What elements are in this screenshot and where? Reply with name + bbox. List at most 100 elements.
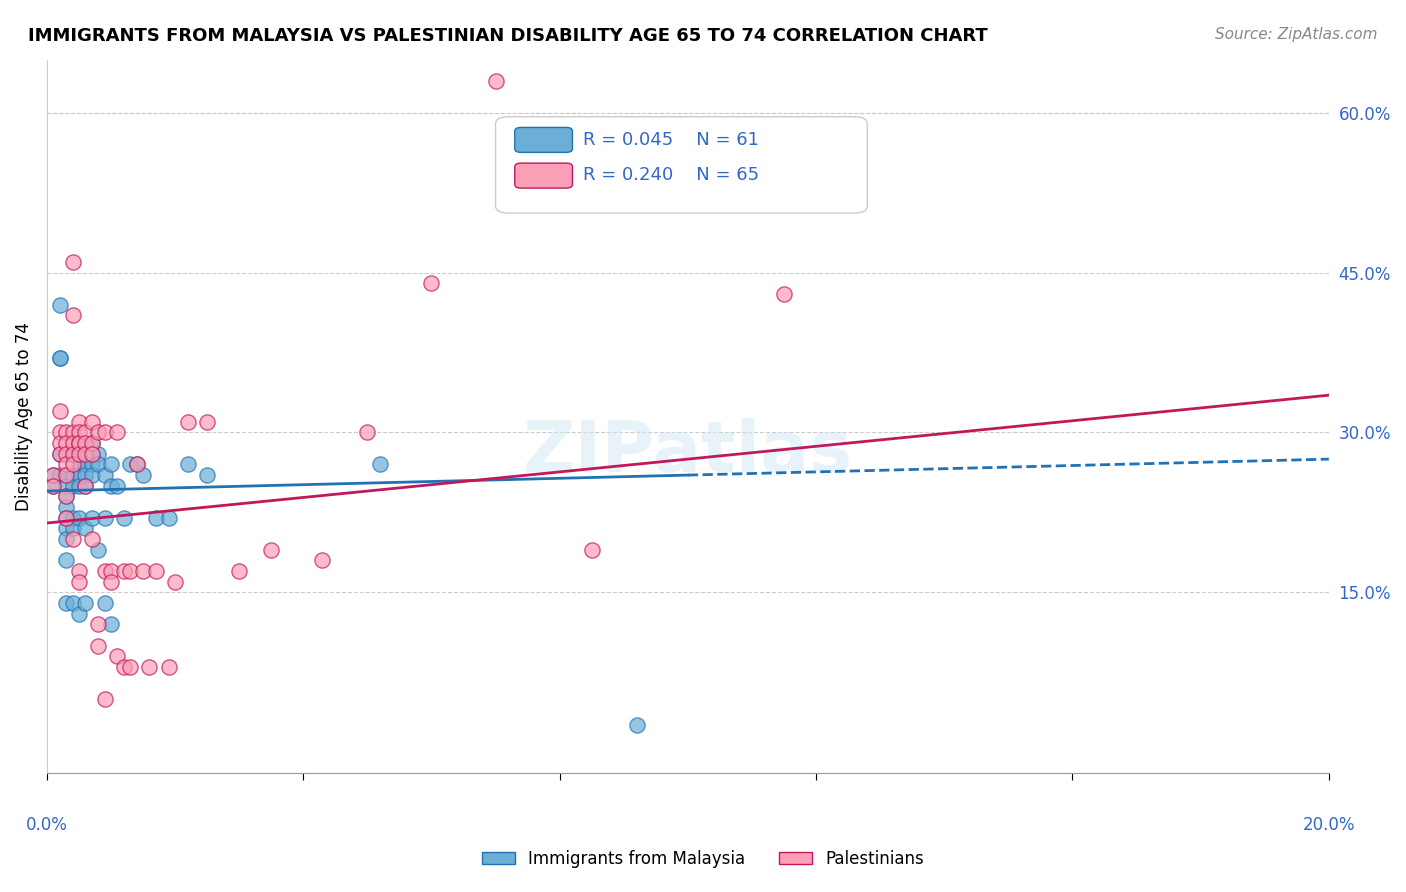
Point <box>260 542 283 557</box>
Point <box>75 479 97 493</box>
Point <box>87 458 110 472</box>
Point <box>75 521 97 535</box>
Point <box>80 532 103 546</box>
Point <box>145 564 167 578</box>
Point <box>93 425 115 440</box>
Point <box>62 479 84 493</box>
Point <box>145 510 167 524</box>
Point <box>484 74 506 88</box>
Point <box>195 468 218 483</box>
Point <box>62 596 84 610</box>
Point <box>67 415 90 429</box>
Point <box>165 574 187 589</box>
Point <box>48 351 70 365</box>
Point <box>55 490 77 504</box>
Point <box>138 660 160 674</box>
Point <box>75 458 97 472</box>
Point <box>62 436 84 450</box>
Point <box>67 436 90 450</box>
Point <box>48 468 70 483</box>
Point <box>55 510 77 524</box>
Point <box>62 308 84 322</box>
Text: IMMIGRANTS FROM MALAYSIA VS PALESTINIAN DISABILITY AGE 65 TO 74 CORRELATION CHAR: IMMIGRANTS FROM MALAYSIA VS PALESTINIAN … <box>28 27 988 45</box>
Point <box>195 415 218 429</box>
Point <box>93 596 115 610</box>
Point <box>105 425 128 440</box>
Point <box>80 415 103 429</box>
Point <box>62 521 84 535</box>
Point <box>100 564 122 578</box>
Point <box>67 468 90 483</box>
Point <box>80 458 103 472</box>
Point <box>67 458 90 472</box>
Text: 0.0%: 0.0% <box>25 816 67 834</box>
Point <box>62 255 84 269</box>
Point <box>87 542 110 557</box>
Point <box>62 468 84 483</box>
Point <box>55 521 77 535</box>
Point <box>773 287 796 301</box>
Point <box>100 479 122 493</box>
Point <box>112 510 135 524</box>
Point <box>75 447 97 461</box>
Point <box>80 447 103 461</box>
Point <box>100 458 122 472</box>
Point <box>120 564 142 578</box>
Point <box>48 447 70 461</box>
Point <box>48 298 70 312</box>
Point <box>228 564 250 578</box>
Point <box>157 510 180 524</box>
Point <box>48 447 70 461</box>
Point <box>67 574 90 589</box>
Point <box>67 425 90 440</box>
Legend: Immigrants from Malaysia, Palestinians: Immigrants from Malaysia, Palestinians <box>475 844 931 875</box>
Point <box>55 596 77 610</box>
Point <box>55 479 77 493</box>
Point <box>62 510 84 524</box>
Point <box>105 479 128 493</box>
Point <box>100 574 122 589</box>
Point <box>55 500 77 514</box>
Point <box>93 468 115 483</box>
Point <box>42 468 65 483</box>
Text: ZIPatlas: ZIPatlas <box>523 417 853 487</box>
Point <box>67 510 90 524</box>
Point <box>112 660 135 674</box>
FancyBboxPatch shape <box>495 117 868 213</box>
Point <box>67 436 90 450</box>
Point <box>80 510 103 524</box>
Point <box>177 458 200 472</box>
Point <box>55 532 77 546</box>
Point <box>75 458 97 472</box>
Point <box>55 553 77 567</box>
Point <box>112 564 135 578</box>
Point <box>62 447 84 461</box>
Point <box>356 425 378 440</box>
Point <box>93 691 115 706</box>
Point <box>62 447 84 461</box>
Point <box>157 660 180 674</box>
Point <box>42 468 65 483</box>
Point <box>80 468 103 483</box>
Point <box>87 617 110 632</box>
Point <box>80 436 103 450</box>
Point <box>62 458 84 472</box>
Point <box>55 436 77 450</box>
Point <box>75 425 97 440</box>
Point <box>80 436 103 450</box>
Text: 20.0%: 20.0% <box>1302 816 1355 834</box>
Point <box>87 639 110 653</box>
Point <box>67 607 90 621</box>
Point <box>105 649 128 664</box>
Point <box>311 553 333 567</box>
Point <box>368 458 391 472</box>
Point <box>42 479 65 493</box>
Point <box>55 425 77 440</box>
Point <box>177 415 200 429</box>
Point <box>55 468 77 483</box>
Point <box>420 277 443 291</box>
Point <box>125 458 148 472</box>
Point <box>75 436 97 450</box>
Point <box>75 596 97 610</box>
Point <box>132 468 155 483</box>
